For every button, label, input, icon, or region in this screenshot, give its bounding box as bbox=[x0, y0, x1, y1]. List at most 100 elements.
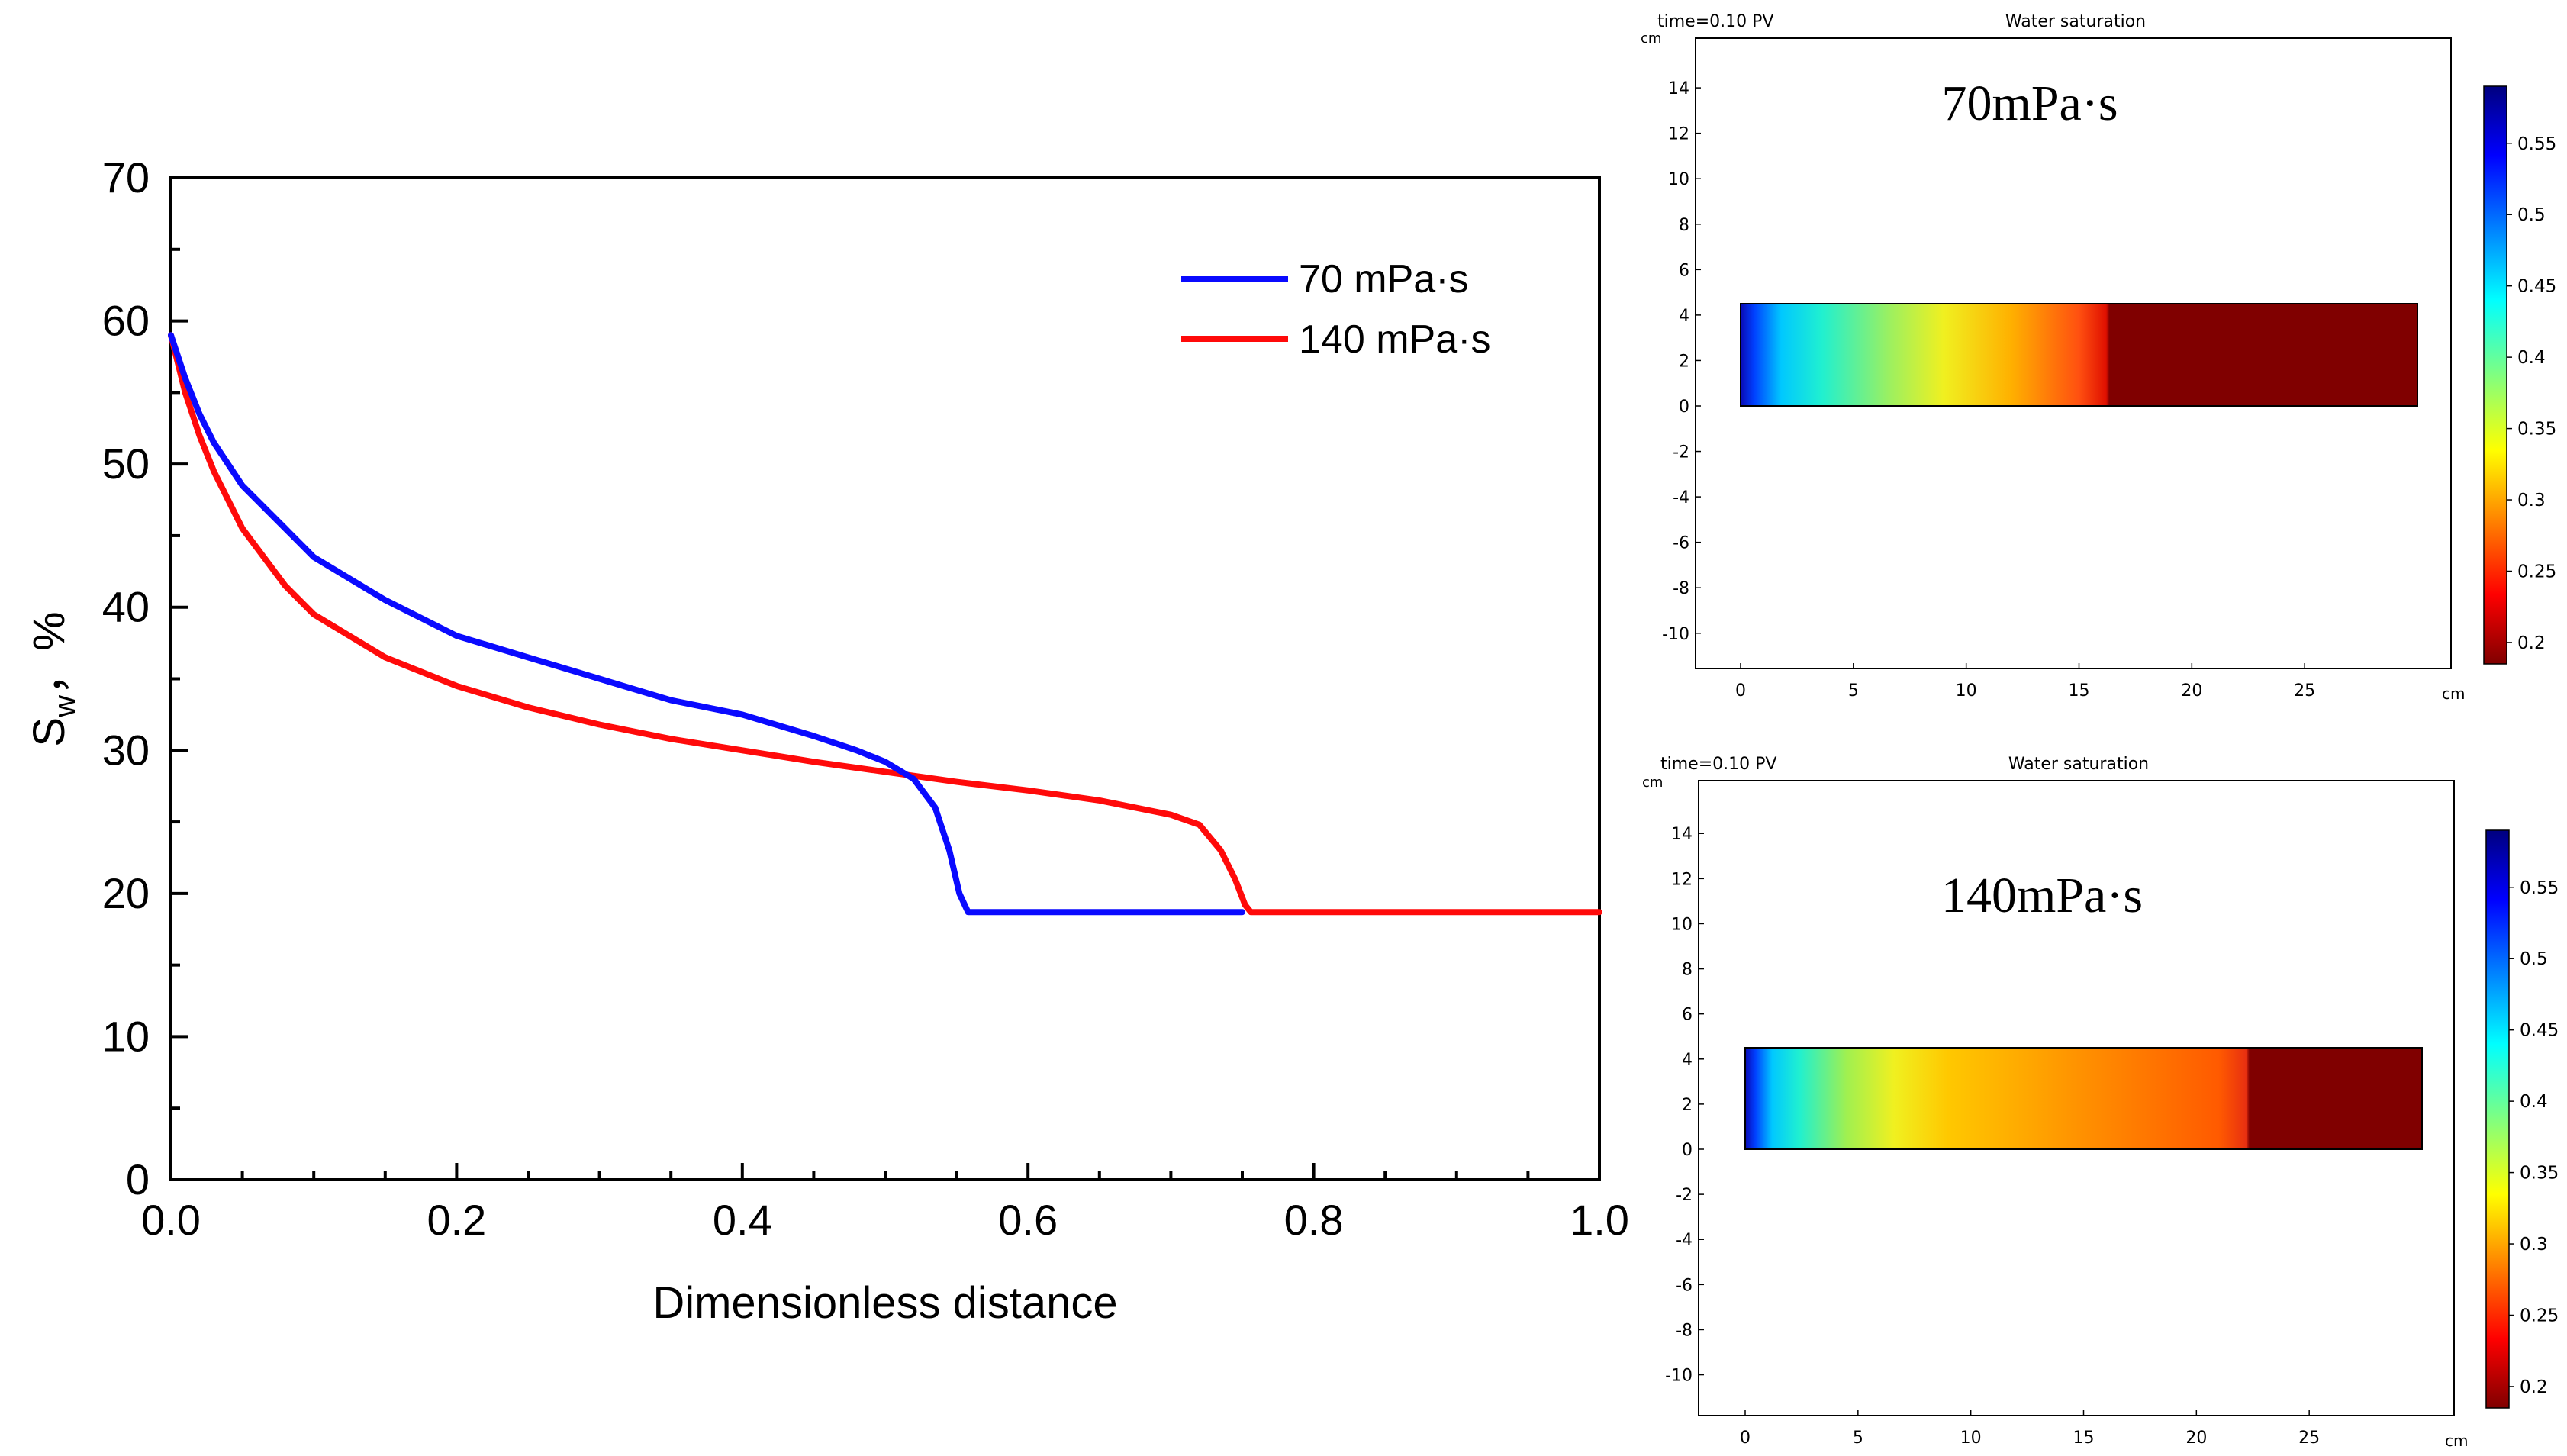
y-tick-label: -10 bbox=[1665, 1367, 1693, 1386]
y-tick-label: 0 bbox=[1679, 398, 1689, 417]
y-axis-title: Sw，% bbox=[24, 611, 82, 746]
saturation-field bbox=[1744, 1047, 2423, 1150]
colorbar-ticks: 0.55 0.5 0.45 0.4 0.35 0.3 0.25 0.2 bbox=[2509, 878, 2559, 1397]
colorbar-tick-label: 0.3 bbox=[2517, 491, 2546, 511]
colorbar-tick-label: 0.55 bbox=[2517, 134, 2556, 154]
colorbar-tick-label: 0.25 bbox=[2520, 1306, 2559, 1326]
colorbar-tick-label: 0.2 bbox=[2517, 633, 2546, 653]
map-title: Water saturation bbox=[2005, 12, 2146, 31]
x-tick-label: 5 bbox=[1853, 1429, 1863, 1448]
colorbar bbox=[2483, 85, 2507, 665]
x-tick-label: 0.0 bbox=[141, 1196, 201, 1244]
y-tick-label: 6 bbox=[1682, 1006, 1693, 1025]
legend: 70 mPa·s 140 mPa·s bbox=[1181, 257, 1490, 362]
viscosity-annotation: 140mPa·s bbox=[1941, 868, 2143, 923]
series-line-70-mpa bbox=[168, 332, 1245, 916]
y-tick-label: 2 bbox=[1679, 352, 1689, 371]
y-tick-label: 70 bbox=[102, 153, 150, 201]
y-tick-label: 10 bbox=[1671, 915, 1693, 934]
colorbar-tick-label: 0.2 bbox=[2520, 1377, 2548, 1397]
x-tick-labels: 0.0 0.2 0.4 0.6 0.8 1.0 bbox=[141, 1196, 1629, 1244]
x-axis-title: Dimensionless distance bbox=[652, 1278, 1117, 1328]
y-tick-label: 4 bbox=[1682, 1051, 1693, 1070]
y-tick-label: 0 bbox=[126, 1155, 150, 1203]
saturation-field bbox=[1740, 303, 2418, 407]
colorbar-tick-label: 0.25 bbox=[2517, 562, 2556, 582]
y-tick-label: -4 bbox=[1676, 1231, 1693, 1250]
x-tick-label: 0.6 bbox=[998, 1196, 1058, 1244]
y-tick-label: -2 bbox=[1673, 443, 1689, 462]
y-tick-label: 10 bbox=[102, 1012, 150, 1060]
y-tick-label: 8 bbox=[1679, 216, 1689, 235]
x-tick-label: 20 bbox=[2181, 681, 2202, 701]
x-tick-label: 0 bbox=[1735, 681, 1746, 701]
map-title: Water saturation bbox=[2008, 755, 2149, 774]
y-tick-label: -2 bbox=[1676, 1186, 1693, 1205]
series-line-140-mpa bbox=[168, 332, 1602, 916]
data-series bbox=[168, 332, 1602, 916]
colorbar-tick-label: 0.4 bbox=[2517, 348, 2546, 368]
saturation-map-140: time=0.10 PV Water saturation cm 14 12 10 8… bbox=[1642, 755, 2559, 1450]
y-tick-label: 40 bbox=[102, 583, 150, 631]
colorbar-tick-label: 0.5 bbox=[2517, 205, 2546, 225]
time-label: time=0.10 PV bbox=[1657, 12, 1773, 31]
y-tick-label: -6 bbox=[1673, 534, 1689, 553]
y-tick-labels: 0 10 20 30 40 50 60 70 bbox=[102, 153, 150, 1203]
x-tick-label: 0.8 bbox=[1284, 1196, 1344, 1244]
y-tick-label: 8 bbox=[1682, 961, 1693, 980]
y-tick-label: -8 bbox=[1676, 1321, 1693, 1340]
viscosity-annotation: 70mPa·s bbox=[1942, 76, 2118, 131]
colorbar-tick-label: 0.45 bbox=[2520, 1021, 2559, 1041]
y-tick-label: 60 bbox=[102, 297, 150, 345]
y-tick-label: 12 bbox=[1671, 870, 1693, 889]
y-tick-label: -8 bbox=[1673, 579, 1689, 598]
colorbar-tick-label: 0.35 bbox=[2520, 1164, 2559, 1184]
y-tick-label: 30 bbox=[102, 726, 150, 774]
y-tick-label: 0 bbox=[1682, 1141, 1693, 1160]
x-unit-label: cm bbox=[2442, 685, 2465, 703]
map-axes-frame bbox=[1695, 37, 2452, 669]
colorbar-tick-label: 0.4 bbox=[2520, 1092, 2548, 1112]
y-tick-label: 14 bbox=[1668, 79, 1689, 98]
saturation-map-70: time=0.10 PV Water saturation cm 14 12 10 8… bbox=[1641, 12, 2556, 703]
x-tick-label: 0.2 bbox=[427, 1196, 486, 1244]
y-unit-label: cm bbox=[1642, 775, 1663, 791]
y-tick-label: -6 bbox=[1676, 1276, 1693, 1295]
x-unit-label: cm bbox=[2445, 1432, 2468, 1450]
x-tick-label: 0.4 bbox=[713, 1196, 772, 1244]
x-tick-label: 25 bbox=[2298, 1429, 2320, 1448]
colorbar bbox=[2485, 829, 2510, 1409]
y-tick-label: 12 bbox=[1668, 125, 1689, 144]
y-tick-label: -10 bbox=[1662, 625, 1689, 644]
x-tick-label: 10 bbox=[1956, 681, 1977, 701]
axis-ticks bbox=[169, 176, 1601, 1181]
y-axis-title-main: S bbox=[24, 717, 74, 747]
x-tick-label: 15 bbox=[2073, 1429, 2095, 1448]
x-tick-label: 0 bbox=[1740, 1429, 1751, 1448]
y-tick-label: 10 bbox=[1668, 170, 1689, 189]
y-tick-label: 50 bbox=[102, 440, 150, 488]
y-tick-label: 2 bbox=[1682, 1096, 1693, 1115]
y-tick-label: 14 bbox=[1671, 825, 1693, 844]
y-axis-title-suffix: ，% bbox=[24, 611, 74, 695]
map-axes-frame bbox=[1698, 780, 2455, 1416]
y-tick-label: 6 bbox=[1679, 261, 1689, 280]
colorbar-tick-label: 0.55 bbox=[2520, 878, 2559, 898]
x-tick-label: 1.0 bbox=[1570, 1196, 1629, 1244]
y-tick-label: 20 bbox=[102, 869, 150, 917]
colorbar-ticks: 0.55 0.5 0.45 0.4 0.35 0.3 0.25 0.2 bbox=[2507, 134, 2556, 653]
colorbar-tick-label: 0.45 bbox=[2517, 277, 2556, 297]
x-tick-label: 15 bbox=[2069, 681, 2090, 701]
colorbar-tick-label: 0.5 bbox=[2520, 949, 2548, 969]
y-tick-label: 4 bbox=[1679, 307, 1689, 326]
x-tick-label: 10 bbox=[1960, 1429, 1982, 1448]
x-tick-label: 20 bbox=[2185, 1429, 2207, 1448]
legend-label-70: 70 mPa·s bbox=[1299, 257, 1469, 301]
saturation-line-chart: 0.0 0.2 0.4 0.6 0.8 1.0 0 10 20 30 40 50 60 70 70 mP… bbox=[24, 153, 1629, 1328]
y-axis-title-sub: w bbox=[48, 695, 82, 718]
time-label: time=0.10 PV bbox=[1660, 755, 1776, 774]
legend-label-140: 140 mPa·s bbox=[1299, 317, 1490, 362]
